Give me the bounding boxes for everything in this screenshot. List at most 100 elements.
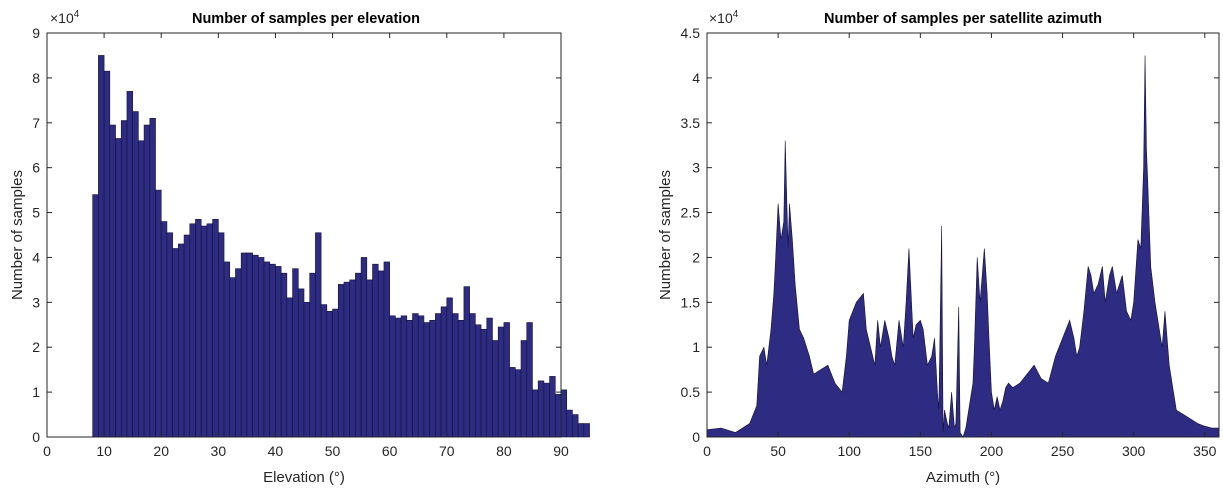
elevation-bar (212, 218, 219, 438)
azimuth-y-tick-label: 4.5 (681, 25, 701, 41)
elevation-bar (252, 254, 259, 438)
azimuth-y-tick-label: 4 (692, 70, 700, 86)
elevation-y-tick-label: 6 (32, 160, 40, 176)
elevation-y-tick-label: 5 (32, 205, 40, 221)
azimuth-y-axis-label: Number of samples (657, 170, 674, 300)
elevation-bar (412, 313, 419, 438)
elevation-bar (435, 313, 442, 438)
elevation-bar (486, 317, 493, 438)
elevation-bar (423, 322, 430, 438)
elevation-bar (355, 272, 362, 438)
elevation-bar (258, 257, 265, 438)
elevation-bar (429, 319, 436, 438)
elevation-bar (315, 232, 322, 438)
azimuth-x-tick-label: 0 (703, 443, 711, 459)
azimuth-y-tick-label: 1.5 (681, 294, 701, 310)
elevation-bar (480, 328, 488, 438)
elevation-bar (343, 281, 350, 438)
elevation-x-tick-label: 0 (43, 443, 51, 459)
elevation-bar (263, 261, 271, 438)
elevation-y-axis-label: Number of samples (9, 170, 26, 300)
azimuth-y-tick-label: 3.5 (681, 115, 701, 131)
elevation-bar (138, 140, 145, 438)
azimuth-x-tick-label: 200 (980, 443, 1004, 459)
elevation-bar (275, 266, 282, 438)
elevation-bar (389, 315, 396, 438)
elevation-bar (532, 389, 539, 438)
elevation-bar (120, 120, 128, 438)
elevation-bar (189, 223, 196, 438)
elevation-chart-title: Number of samples per elevation (192, 11, 420, 27)
elevation-bar (229, 277, 236, 438)
elevation-bar (509, 367, 516, 438)
elevation-bar (149, 117, 156, 438)
elevation-bar (297, 288, 305, 438)
elevation-multiplier-label: ×104 (50, 9, 80, 26)
elevation-bar (195, 218, 202, 438)
azimuth-y-tick-label: 3 (692, 160, 700, 176)
elevation-bar (349, 279, 356, 438)
elevation-bar (332, 308, 339, 438)
azimuth-x-tick-label: 50 (770, 443, 786, 459)
elevation-bar (549, 376, 556, 438)
elevation-bar (172, 248, 179, 438)
elevation-bar (492, 340, 499, 438)
elevation-bar (475, 324, 482, 438)
elevation-bar (566, 409, 573, 438)
elevation-y-tick-label: 3 (32, 294, 40, 310)
elevation-histogram-panel: Number of samples per elevation ×104 Ele… (9, 9, 590, 486)
elevation-bar (337, 284, 345, 438)
elevation-bar (320, 304, 328, 438)
elevation-bar (457, 319, 465, 438)
elevation-bar (155, 189, 162, 438)
azimuth-x-tick-label: 350 (1193, 443, 1217, 459)
elevation-bar (395, 317, 402, 438)
elevation-bar (280, 272, 288, 438)
elevation-y-tick-label: 1 (32, 384, 40, 400)
azimuth-x-tick-label: 300 (1122, 443, 1146, 459)
azimuth-area-series (706, 55, 1220, 438)
elevation-bar (98, 55, 105, 438)
elevation-bar (583, 423, 590, 438)
elevation-bar (372, 263, 379, 438)
elevation-bar (577, 423, 585, 438)
elevation-bar (200, 225, 208, 438)
elevation-bar (503, 322, 510, 438)
elevation-bar (218, 232, 225, 438)
elevation-y-tick-label: 8 (32, 70, 40, 86)
elevation-x-tick-label: 30 (211, 443, 227, 459)
elevation-x-tick-label: 50 (325, 443, 341, 459)
elevation-bar (377, 270, 385, 438)
elevation-x-tick-label: 20 (153, 443, 169, 459)
elevation-bar (206, 223, 213, 438)
elevation-bar (183, 234, 191, 438)
azimuth-x-tick-label: 100 (838, 443, 862, 459)
elevation-bar (269, 263, 276, 438)
azimuth-multiplier-label: ×104 (709, 9, 739, 26)
elevation-x-tick-label: 90 (553, 443, 569, 459)
elevation-x-axis-label: Elevation (°) (263, 469, 345, 486)
elevation-bar (515, 369, 522, 438)
azimuth-y-tick-label: 0 (692, 429, 700, 445)
elevation-x-tick-label: 10 (96, 443, 112, 459)
elevation-bar (497, 326, 505, 438)
elevation-x-tick-label: 80 (496, 443, 512, 459)
azimuth-x-axis-label: Azimuth (°) (926, 469, 1000, 486)
elevation-bar (446, 297, 453, 438)
elevation-bar (166, 232, 173, 438)
elevation-bar (572, 414, 579, 438)
elevation-bar (360, 257, 368, 438)
azimuth-y-tick-label: 0.5 (681, 384, 701, 400)
elevation-bar (400, 315, 408, 438)
elevation-x-tick-label: 60 (382, 443, 398, 459)
elevation-bar (543, 382, 550, 438)
elevation-bar (286, 297, 293, 438)
elevation-bar (235, 268, 242, 438)
elevation-bar (309, 272, 316, 438)
elevation-bar (132, 111, 139, 438)
elevation-bar (240, 252, 248, 438)
elevation-bar (303, 302, 311, 438)
elevation-bar (126, 91, 133, 438)
azimuth-axes-frame (706, 32, 1220, 438)
